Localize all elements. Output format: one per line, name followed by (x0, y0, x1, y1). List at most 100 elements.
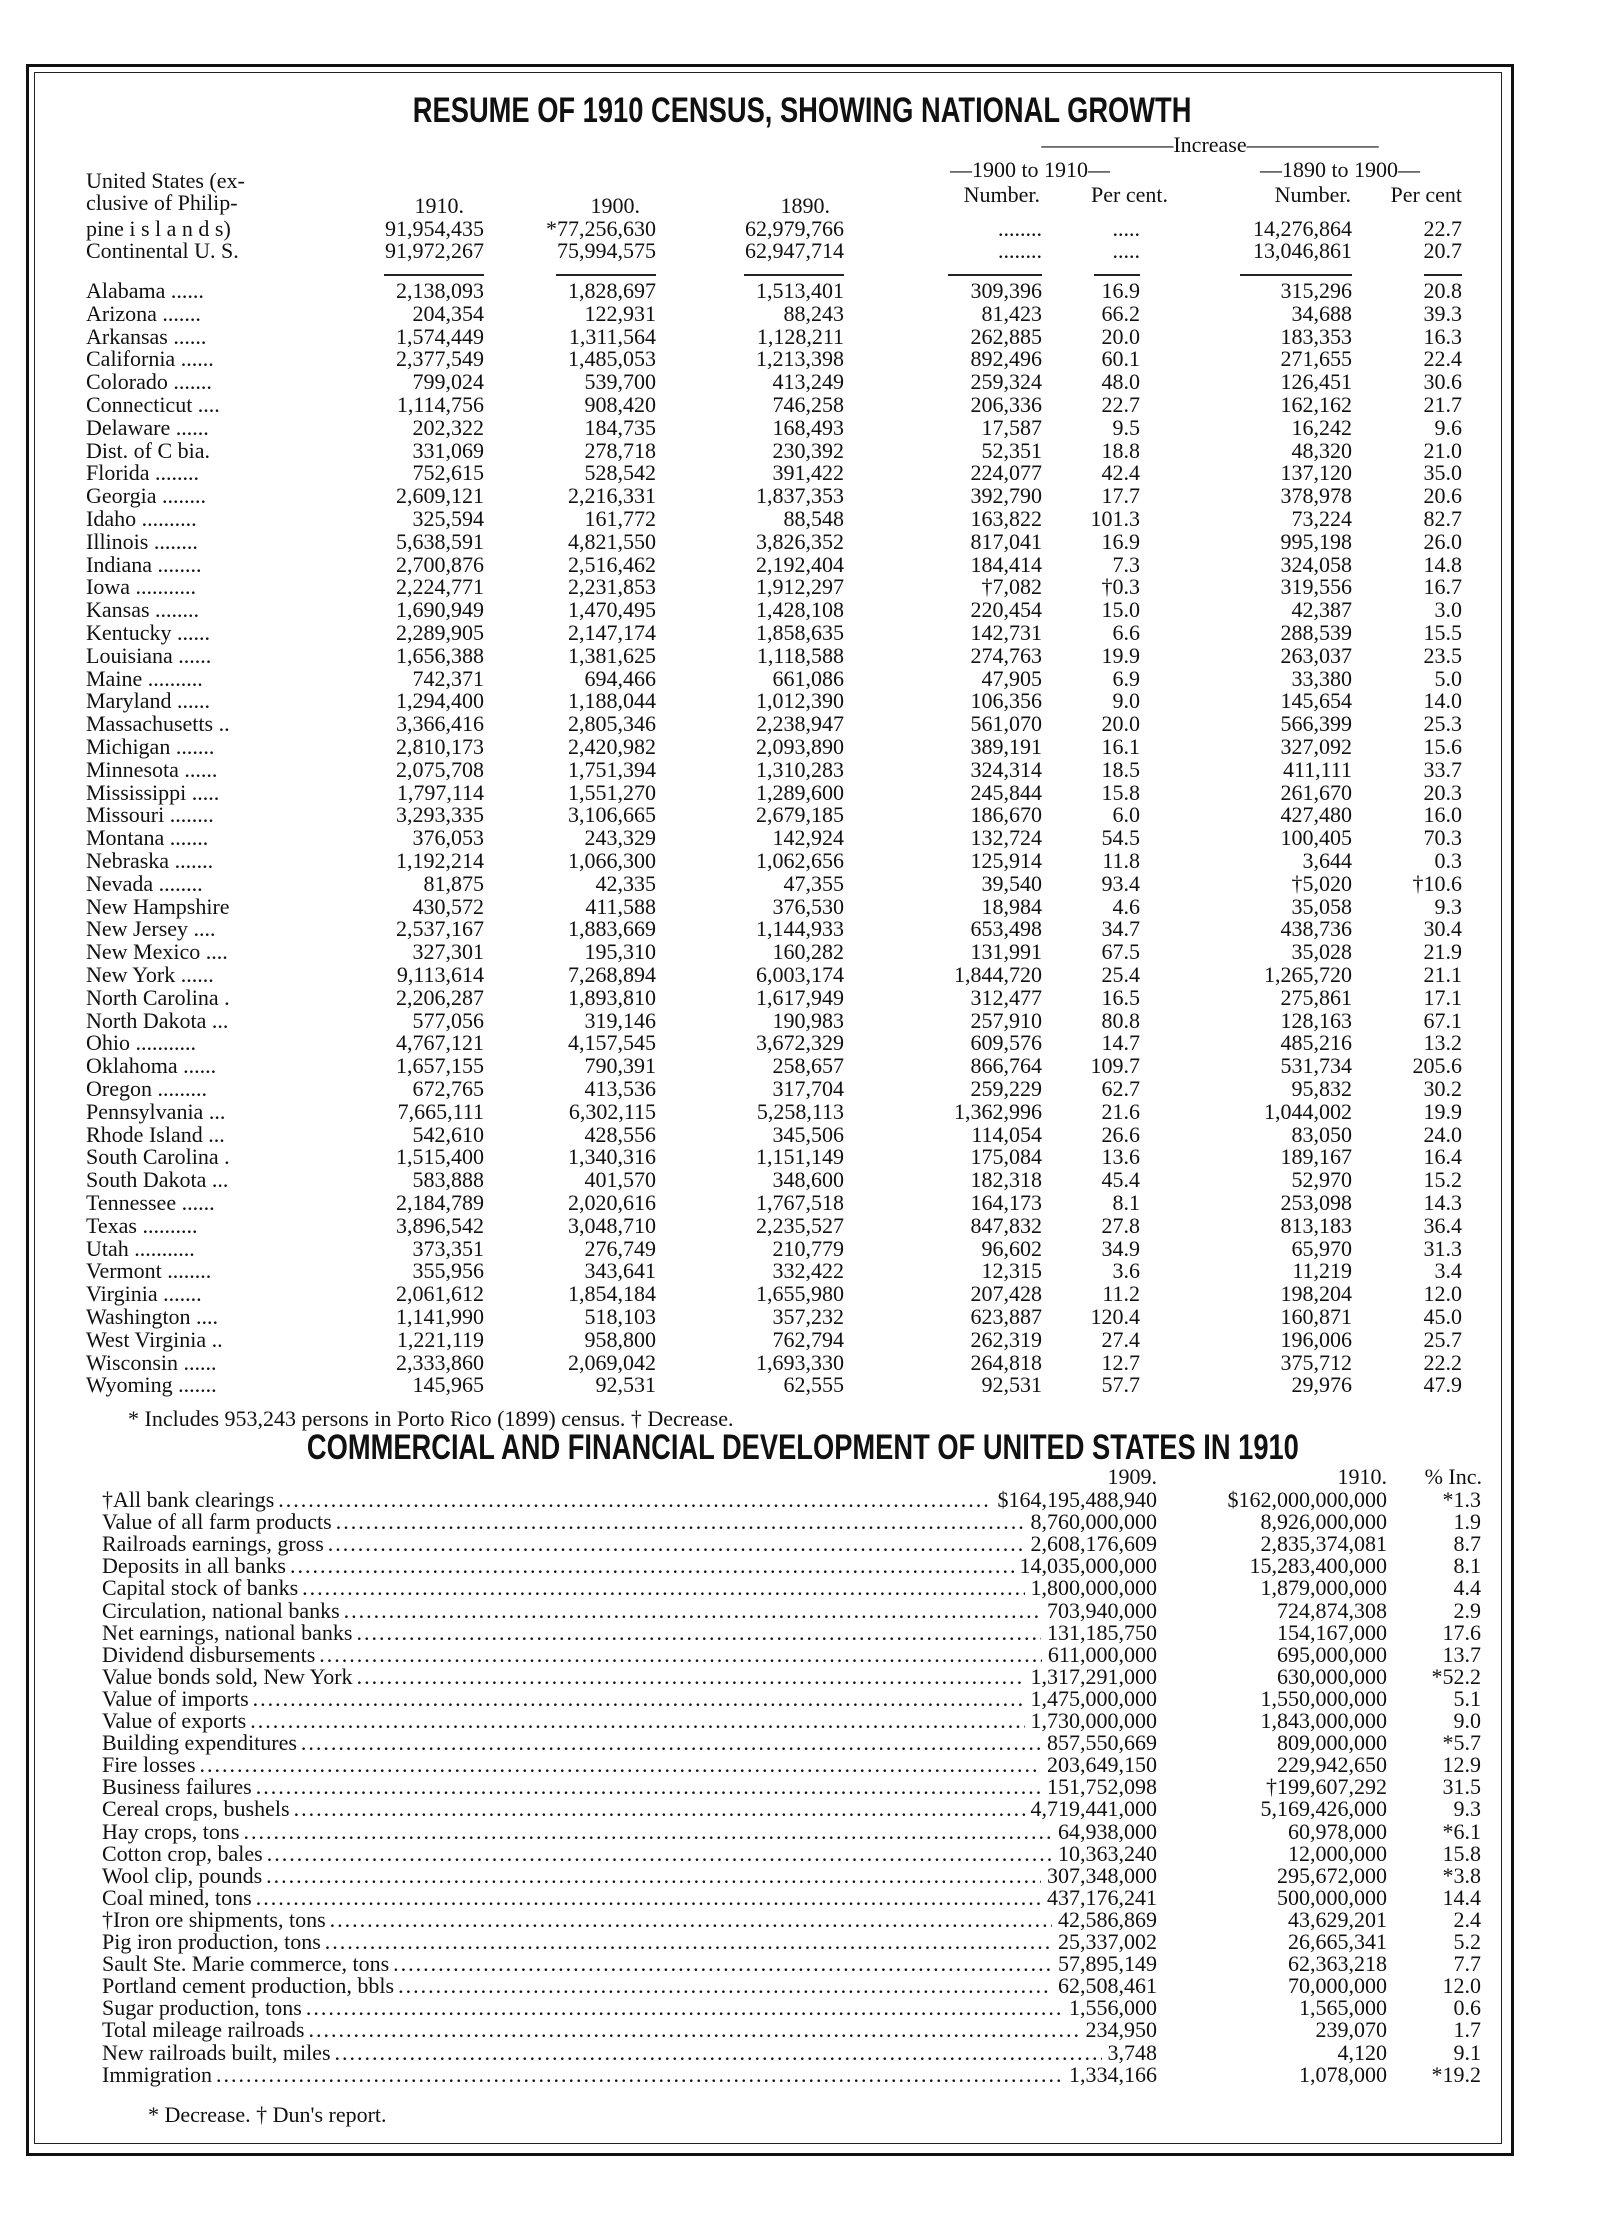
increase-percent-1890-1900: 31.3 (1423, 1235, 1463, 1261)
increase-percent-1890-1900: 20.7 (1423, 238, 1463, 263)
value-1909: 14,035,000,000 (1019, 1553, 1158, 1579)
col-number-a-header: Number. (963, 182, 1040, 207)
state-row: West Virginia .. 1,221,119 958,800 762,794 2… (0, 1326, 1605, 1352)
increase-number-1900-1910: 175,084 (970, 1144, 1043, 1170)
increase-percent-1900-1910: 8.1 (1112, 1190, 1141, 1215)
percent-increase: *5.7 (1442, 1730, 1482, 1756)
increase-number-1900-1910: 81,423 (981, 300, 1043, 326)
pop-1910: 2,537,167 (396, 916, 484, 942)
row-label: Florida ........ (86, 460, 200, 486)
increase-percent-1900-1910: 45.4 (1101, 1167, 1141, 1193)
increase-number-1900-1910: 847,832 (970, 1212, 1043, 1238)
row-label: Value of exports (102, 1708, 247, 1733)
increase-percent-1900-1910: 93.4 (1101, 870, 1141, 896)
census-footnote: * Includes 953,243 persons in Porto Rico… (128, 1406, 734, 1431)
increase-number-1890-1900: 427,480 (1280, 802, 1353, 828)
value-1909: 151,752,098 (1047, 1774, 1157, 1800)
percent-increase: 17.6 (1442, 1619, 1482, 1645)
percent-increase: 12.0 (1442, 1973, 1482, 1999)
row-label: New Mexico .... (86, 939, 228, 965)
increase-percent-1900-1910: 21.6 (1101, 1098, 1141, 1124)
percent-increase: 9.1 (1453, 2039, 1482, 2065)
dot-leader: ........................................… (250, 1710, 1024, 1732)
commercial-row: Value of all farm products 8,760,000,000 8… (0, 1511, 1605, 1533)
increase-percent-1900-1910: 13.6 (1101, 1144, 1141, 1170)
state-row: Indiana ........ 2,700,876 2,516,462 2,192,… (0, 553, 1605, 576)
increase-percent-1900-1910: 54.5 (1101, 825, 1141, 851)
increase-number-1900-1910: 259,324 (970, 369, 1043, 395)
state-row: New Hampshire 430,572 411,588 376,530 18,984… (0, 893, 1605, 919)
percent-increase: *19.2 (1431, 2061, 1482, 2087)
percent-increase: *6.1 (1442, 1818, 1482, 1844)
increase-number-1900-1910: 220,454 (970, 597, 1043, 623)
increase-percent-1900-1910: 27.4 (1101, 1326, 1141, 1352)
percent-increase: 5.1 (1453, 1685, 1482, 1711)
value-1910: 1,078,000 (1299, 2061, 1387, 2087)
increase-percent-1890-1900: 3.0 (1434, 597, 1463, 623)
increase-percent-1900-1910: 6.9 (1112, 665, 1141, 691)
increase-number-1900-1910: 561,070 (970, 711, 1043, 737)
row-label: Maryland ...... (86, 688, 211, 714)
pop-1910: 430,572 (412, 893, 485, 919)
value-1909: 203,649,150 (1047, 1752, 1157, 1778)
state-row: Vermont ........ 355,956 343,641 332,422 12,… (0, 1260, 1605, 1282)
row-label: Total mileage railroads (102, 2017, 305, 2043)
increase-number-1900-1910: 125,914 (970, 848, 1043, 873)
pop-1900: 1,066,300 (568, 848, 656, 873)
pop-1890: 2,679,185 (756, 802, 844, 828)
value-1910: 62,363,218 (1288, 1951, 1387, 1977)
increase-percent-1890-1900: 3.4 (1434, 1258, 1463, 1284)
increase-percent-1900-1910: 16.9 (1101, 278, 1141, 303)
state-row: Kentucky ...... 2,289,905 2,147,174 1,858,6… (0, 622, 1605, 644)
increase-percent-1890-1900: 33.7 (1423, 756, 1463, 782)
percent-increase: 2.4 (1453, 1906, 1482, 1932)
increase-percent-1900-1910: 18.8 (1101, 437, 1141, 463)
pop-1890: 1,837,353 (756, 483, 844, 509)
increase-number-1900-1910: 17,587 (981, 414, 1043, 440)
value-1910: 809,000,000 (1277, 1730, 1387, 1756)
increase-percent-1890-1900: 45.0 (1423, 1304, 1463, 1329)
increase-percent-1890-1900: 9.3 (1434, 893, 1463, 919)
pop-1890: 62,947,714 (745, 238, 844, 263)
pop-1910: 7,665,111 (397, 1098, 484, 1124)
pop-1890: 332,422 (772, 1258, 845, 1284)
dot-leader: ........................................… (289, 1555, 1014, 1578)
increase-percent-1890-1900: 22.4 (1423, 346, 1463, 372)
value-1910: 295,672,000 (1277, 1862, 1387, 1888)
increase-percent-1890-1900: 13.2 (1423, 1030, 1463, 1056)
commercial-footnote: * Decrease. † Dun's report. (148, 2102, 387, 2127)
increase-percent-1900-1910: 18.5 (1101, 756, 1141, 782)
increase-percent-1900-1910: 66.2 (1101, 300, 1141, 326)
pop-1900: 1,485,053 (568, 346, 656, 372)
increase-percent-1900-1910: 26.6 (1101, 1121, 1141, 1147)
column-rule (1094, 274, 1140, 276)
pop-1910: 202,322 (412, 414, 485, 440)
increase-number-1890-1900: 261,670 (1280, 779, 1353, 805)
dot-leader: ........................................… (266, 1864, 1041, 1887)
increase-percent-1890-1900: 205.6 (1412, 1053, 1463, 1079)
value-1910: 60,978,000 (1288, 1818, 1387, 1844)
increase-number-1890-1900: 73,224 (1291, 506, 1353, 531)
period-1900-1910: —1900 to 1910— (949, 157, 1111, 182)
pop-1910: 325,594 (412, 506, 485, 531)
pop-1890: 391,422 (772, 460, 845, 486)
pop-1890: 317,704 (772, 1076, 845, 1101)
pop-1890: 1,310,283 (756, 756, 844, 782)
increase-percent-1900-1910: 120.4 (1090, 1304, 1141, 1329)
increase-percent-1900-1910: 101.3 (1090, 506, 1141, 531)
state-row: South Carolina . 1,515,400 1,340,316 1,151,… (0, 1146, 1605, 1168)
increase-percent-1900-1910: 11.2 (1102, 1281, 1140, 1307)
row-label: Business failures (102, 1774, 252, 1800)
row-label: Virginia ....... (86, 1281, 202, 1307)
row-label: Wyoming ....... (86, 1372, 217, 1398)
increase-percent-1890-1900: 24.0 (1423, 1121, 1463, 1147)
state-row: Dist. of C bia. 331,069 278,718 230,392 52,3… (0, 437, 1605, 463)
percent-increase: 12.9 (1442, 1752, 1482, 1778)
row-label: Nebraska ....... (86, 848, 214, 873)
pop-1910: 2,224,771 (396, 574, 484, 600)
pop-1910: 3,896,542 (396, 1212, 484, 1238)
increase-percent-1900-1910: 17.7 (1101, 483, 1141, 509)
increase-number-1890-1900: 160,871 (1280, 1304, 1353, 1329)
value-1910: 12,000,000 (1288, 1840, 1387, 1866)
dot-leader: ........................................… (266, 1842, 1052, 1865)
